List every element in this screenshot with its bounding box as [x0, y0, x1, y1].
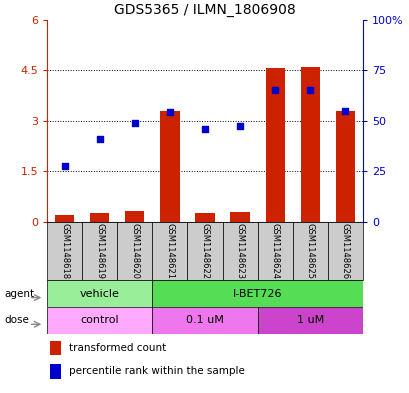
- Bar: [265, 68, 284, 222]
- Point: [306, 87, 313, 94]
- Bar: [327, 222, 362, 280]
- Text: GSM1148618: GSM1148618: [60, 223, 69, 279]
- Point: [271, 87, 278, 94]
- Bar: [47, 280, 152, 307]
- Bar: [187, 222, 222, 280]
- Bar: [47, 222, 82, 280]
- Text: GSM1148619: GSM1148619: [95, 223, 104, 279]
- Bar: [300, 67, 319, 222]
- Bar: [195, 213, 214, 222]
- Text: GSM1148625: GSM1148625: [305, 223, 314, 279]
- Text: GSM1148623: GSM1148623: [235, 223, 244, 279]
- Point: [166, 109, 173, 116]
- Text: percentile rank within the sample: percentile rank within the sample: [69, 366, 245, 376]
- Text: GSM1148622: GSM1148622: [200, 223, 209, 279]
- Bar: [257, 307, 362, 334]
- Bar: [257, 222, 292, 280]
- Bar: [50, 364, 61, 378]
- Text: transformed count: transformed count: [69, 343, 166, 353]
- Bar: [117, 222, 152, 280]
- Text: 1 uM: 1 uM: [296, 315, 323, 325]
- Point: [341, 108, 348, 114]
- Point: [61, 163, 68, 169]
- Bar: [152, 280, 362, 307]
- Bar: [292, 222, 327, 280]
- Text: GSM1148620: GSM1148620: [130, 223, 139, 279]
- Text: GSM1148621: GSM1148621: [165, 223, 174, 279]
- Text: GSM1148626: GSM1148626: [340, 223, 349, 279]
- Bar: [222, 222, 257, 280]
- Text: GSM1148624: GSM1148624: [270, 223, 279, 279]
- Bar: [152, 307, 257, 334]
- Bar: [47, 307, 152, 334]
- Point: [96, 136, 103, 143]
- Text: vehicle: vehicle: [80, 288, 119, 299]
- Bar: [82, 222, 117, 280]
- Bar: [90, 213, 109, 222]
- Bar: [160, 111, 179, 222]
- Text: 0.1 uM: 0.1 uM: [186, 315, 223, 325]
- Title: GDS5365 / ILMN_1806908: GDS5365 / ILMN_1806908: [114, 3, 295, 17]
- Bar: [55, 215, 74, 222]
- Point: [236, 123, 243, 129]
- Point: [201, 126, 208, 132]
- Bar: [335, 111, 354, 222]
- Text: control: control: [80, 315, 119, 325]
- Point: [131, 119, 138, 126]
- Bar: [230, 212, 249, 222]
- Text: I-BET726: I-BET726: [232, 288, 282, 299]
- Text: agent: agent: [4, 288, 34, 299]
- Bar: [152, 222, 187, 280]
- Bar: [125, 211, 144, 222]
- Text: dose: dose: [4, 315, 29, 325]
- Bar: [50, 341, 61, 355]
